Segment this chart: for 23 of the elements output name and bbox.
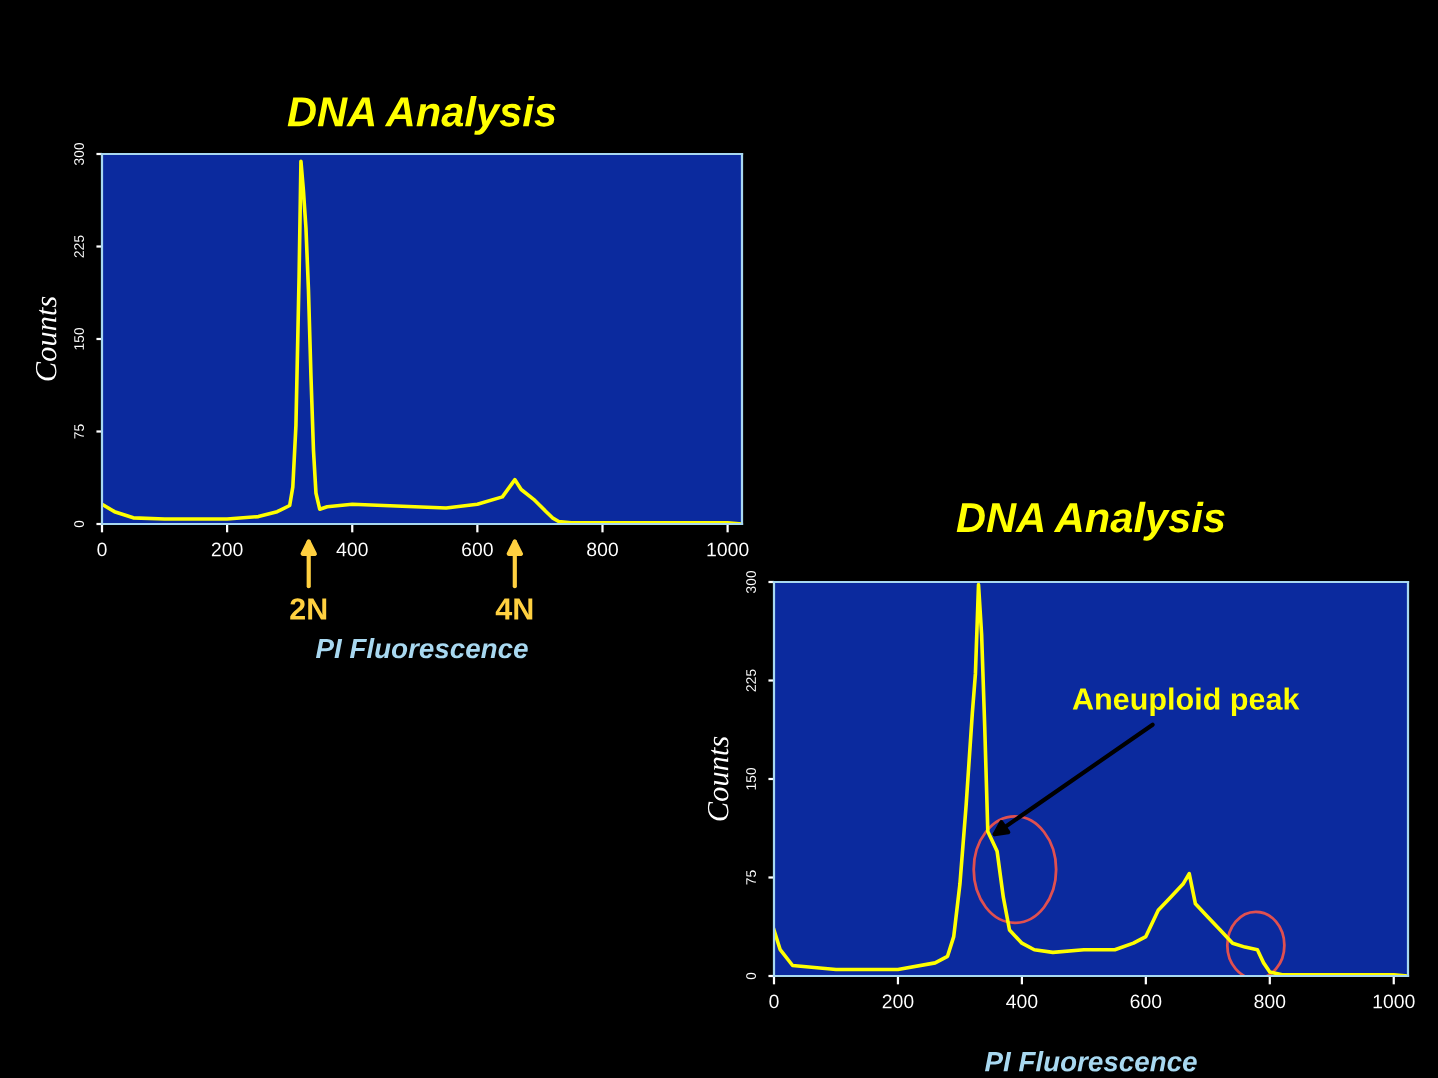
- text: 4N: [495, 598, 533, 620]
- x-tick-label: 600: [1130, 994, 1162, 1009]
- line-series: [102, 159, 742, 524]
- x-tick-label: 400: [336, 542, 368, 557]
- line-series: [774, 582, 1408, 976]
- x-tick-label: 0: [769, 994, 779, 1009]
- x-tick-label: 200: [211, 542, 243, 557]
- x-tick-label: 800: [587, 542, 618, 557]
- x-axis-title: PI Fluorescence: [984, 1051, 1197, 1072]
- text: 2N: [290, 598, 327, 620]
- x-tick-label: 200: [882, 994, 914, 1009]
- x-tick-label: 0: [97, 542, 107, 557]
- x-tick-label: 800: [1254, 994, 1286, 1009]
- chart-title: DNA Analysis: [956, 501, 1225, 541]
- chart-title: DNA Analysis: [287, 96, 556, 135]
- x-tick-label: 400: [1006, 994, 1038, 1009]
- x-tick-label: 1000: [1373, 994, 1415, 1009]
- y-axis-title: Counts: [707, 736, 729, 821]
- y-axis-title: Counts: [35, 296, 57, 381]
- annotation: Aneuploid peak: [1072, 687, 1300, 716]
- x-tick-label: 1000: [707, 542, 749, 557]
- x-axis-title: PI Fluorescence: [315, 637, 528, 659]
- x-tick-label: 600: [462, 542, 493, 557]
